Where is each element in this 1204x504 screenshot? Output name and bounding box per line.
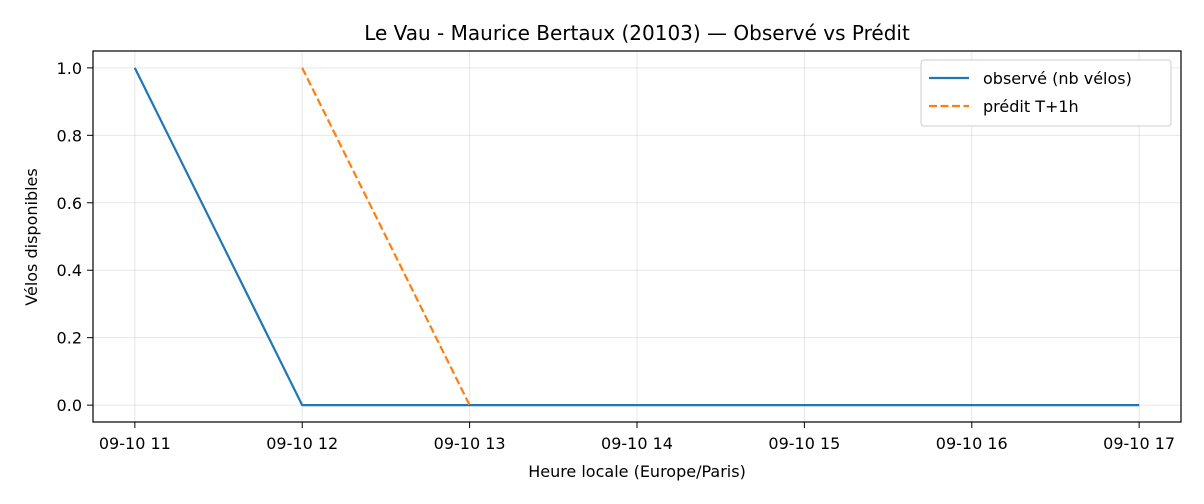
x-axis: 09-10 11 09-10 12 09-10 13 09-10 14 09-10 15… — [99, 422, 1175, 453]
y-tick-label: 0.0 — [57, 396, 82, 415]
legend-entry-label: observé (nb vélos) — [983, 69, 1132, 88]
series-line-1 — [133, 67, 1140, 407]
x-tick-label: 09-10 17 — [1103, 434, 1175, 453]
y-tick-label: 0.8 — [57, 126, 82, 145]
y-tick-label: 1.0 — [57, 59, 82, 78]
legend-entry-label: prédit T+1h — [983, 97, 1079, 116]
x-tick-label: 09-10 13 — [434, 434, 506, 453]
legend-box — [920, 59, 1172, 127]
x-tick-label: 09-10 11 — [99, 434, 171, 453]
x-tick-label: 09-10 15 — [768, 434, 840, 453]
x-axis-label: Heure locale (Europe/Paris) — [528, 462, 746, 481]
x-tick-label: 09-10 16 — [936, 434, 1008, 453]
y-tick-label: 0.6 — [57, 194, 82, 213]
x-tick-label: 09-10 14 — [601, 434, 673, 453]
chart-title: Le Vau - Maurice Bertaux (20103) — Obser… — [364, 21, 910, 45]
series-line-2 — [301, 67, 471, 406]
y-axis: 0.0 0.2 0.4 0.6 0.8 1.0 — [57, 59, 93, 415]
y-axis-label: Vélos disponibles — [22, 168, 41, 305]
y-tick-label: 0.4 — [57, 261, 82, 280]
x-tick-label: 09-10 12 — [266, 434, 338, 453]
series-layer — [133, 67, 1140, 407]
y-tick-label: 0.2 — [57, 329, 82, 348]
legend: observé (nb vélos) prédit T+1h — [920, 59, 1172, 127]
grid — [93, 51, 1181, 422]
